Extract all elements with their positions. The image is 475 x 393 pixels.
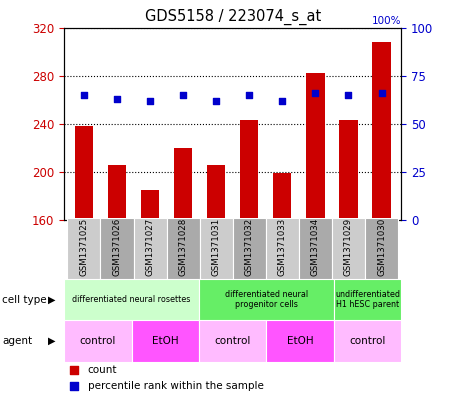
Text: count: count bbox=[88, 365, 117, 375]
Text: differentiated neural rosettes: differentiated neural rosettes bbox=[72, 295, 191, 304]
Bar bbox=[306, 73, 324, 220]
Bar bbox=[101, 218, 133, 279]
Bar bbox=[233, 218, 266, 279]
Bar bbox=[141, 190, 159, 220]
Bar bbox=[339, 120, 358, 220]
Point bbox=[312, 90, 319, 96]
Point bbox=[345, 92, 352, 98]
Bar bbox=[75, 126, 93, 220]
Bar bbox=[64, 320, 132, 362]
Text: agent: agent bbox=[2, 336, 32, 346]
Bar bbox=[266, 218, 299, 279]
Text: GSM1371033: GSM1371033 bbox=[278, 218, 287, 277]
Text: ▶: ▶ bbox=[48, 336, 55, 346]
Point bbox=[212, 97, 220, 104]
Text: ▶: ▶ bbox=[48, 295, 55, 305]
Point bbox=[180, 92, 187, 98]
Bar bbox=[372, 42, 390, 220]
Bar bbox=[167, 218, 200, 279]
Bar bbox=[207, 165, 225, 220]
Bar bbox=[199, 279, 334, 320]
Point bbox=[70, 367, 78, 373]
Text: GSM1371031: GSM1371031 bbox=[212, 218, 221, 277]
Bar bbox=[273, 173, 292, 220]
Text: GSM1371026: GSM1371026 bbox=[113, 218, 122, 277]
Bar bbox=[108, 165, 126, 220]
Bar bbox=[332, 218, 365, 279]
Text: undifferentiated
H1 hESC parent: undifferentiated H1 hESC parent bbox=[335, 290, 400, 309]
Point bbox=[70, 383, 78, 389]
Text: 100%: 100% bbox=[372, 16, 401, 26]
Point bbox=[246, 92, 253, 98]
Point bbox=[80, 92, 88, 98]
Text: differentiated neural
progenitor cells: differentiated neural progenitor cells bbox=[225, 290, 308, 309]
Text: GSM1371025: GSM1371025 bbox=[79, 218, 88, 277]
Text: percentile rank within the sample: percentile rank within the sample bbox=[88, 381, 264, 391]
Text: GSM1371029: GSM1371029 bbox=[344, 218, 353, 276]
Text: EtOH: EtOH bbox=[287, 336, 314, 346]
Text: GSM1371034: GSM1371034 bbox=[311, 218, 320, 277]
Title: GDS5158 / 223074_s_at: GDS5158 / 223074_s_at bbox=[144, 9, 321, 25]
Bar bbox=[200, 218, 233, 279]
Text: control: control bbox=[350, 336, 386, 346]
Bar bbox=[334, 320, 401, 362]
Text: EtOH: EtOH bbox=[152, 336, 179, 346]
Bar bbox=[132, 320, 199, 362]
Text: GSM1371030: GSM1371030 bbox=[377, 218, 386, 277]
Text: GSM1371028: GSM1371028 bbox=[179, 218, 188, 277]
Text: cell type: cell type bbox=[2, 295, 47, 305]
Text: GSM1371027: GSM1371027 bbox=[146, 218, 154, 277]
Point bbox=[378, 90, 385, 96]
Text: control: control bbox=[80, 336, 116, 346]
Bar bbox=[174, 148, 192, 220]
Point bbox=[278, 97, 286, 104]
Point bbox=[146, 97, 154, 104]
Bar bbox=[64, 279, 199, 320]
Text: GSM1371032: GSM1371032 bbox=[245, 218, 254, 277]
Bar bbox=[67, 218, 101, 279]
Bar bbox=[266, 320, 334, 362]
Text: control: control bbox=[215, 336, 251, 346]
Bar bbox=[133, 218, 167, 279]
Bar bbox=[199, 320, 266, 362]
Bar bbox=[365, 218, 398, 279]
Bar bbox=[334, 279, 401, 320]
Bar bbox=[240, 120, 258, 220]
Bar bbox=[299, 218, 332, 279]
Point bbox=[113, 95, 121, 102]
